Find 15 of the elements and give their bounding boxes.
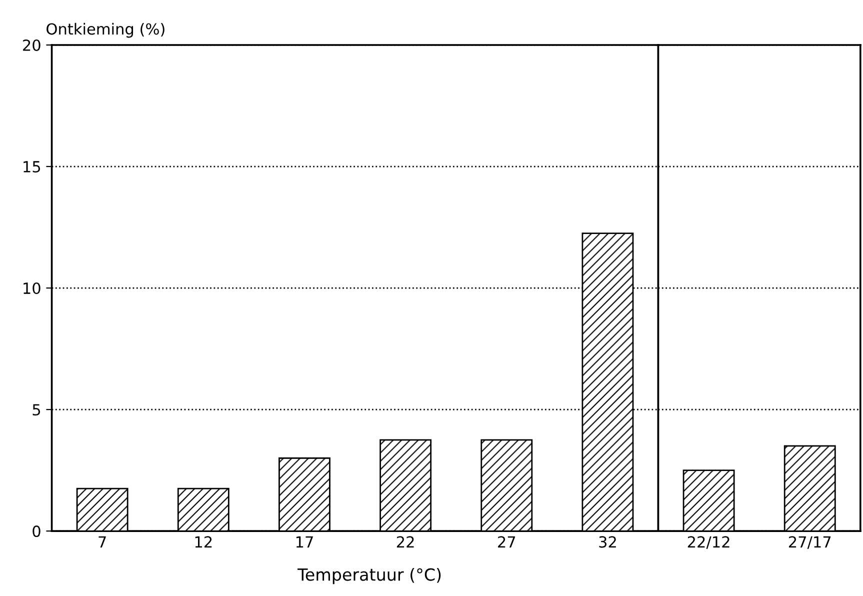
x-tick-label: 27 — [498, 536, 516, 548]
x-tick-label: 22 — [396, 536, 414, 548]
y-tick-label: 0 — [32, 526, 40, 538]
x-tick-label: 7 — [98, 536, 106, 548]
x-tick-label: 17 — [296, 536, 313, 548]
x-tick-label: 32 — [599, 536, 616, 548]
y-axis-title: Ontkieming (%) — [46, 22, 164, 38]
x-axis-title: Temperatuur (°C) — [297, 568, 441, 584]
x-tick-label: 27/17 — [788, 536, 831, 549]
x-tick-label: 22/12 — [688, 536, 730, 549]
y-tick-label: 20 — [23, 39, 40, 52]
y-tick-label: 10 — [24, 282, 40, 294]
y-tick-label: 5 — [32, 404, 40, 416]
x-tick-label: 12 — [195, 536, 212, 548]
y-tick-label: 15 — [24, 161, 40, 173]
